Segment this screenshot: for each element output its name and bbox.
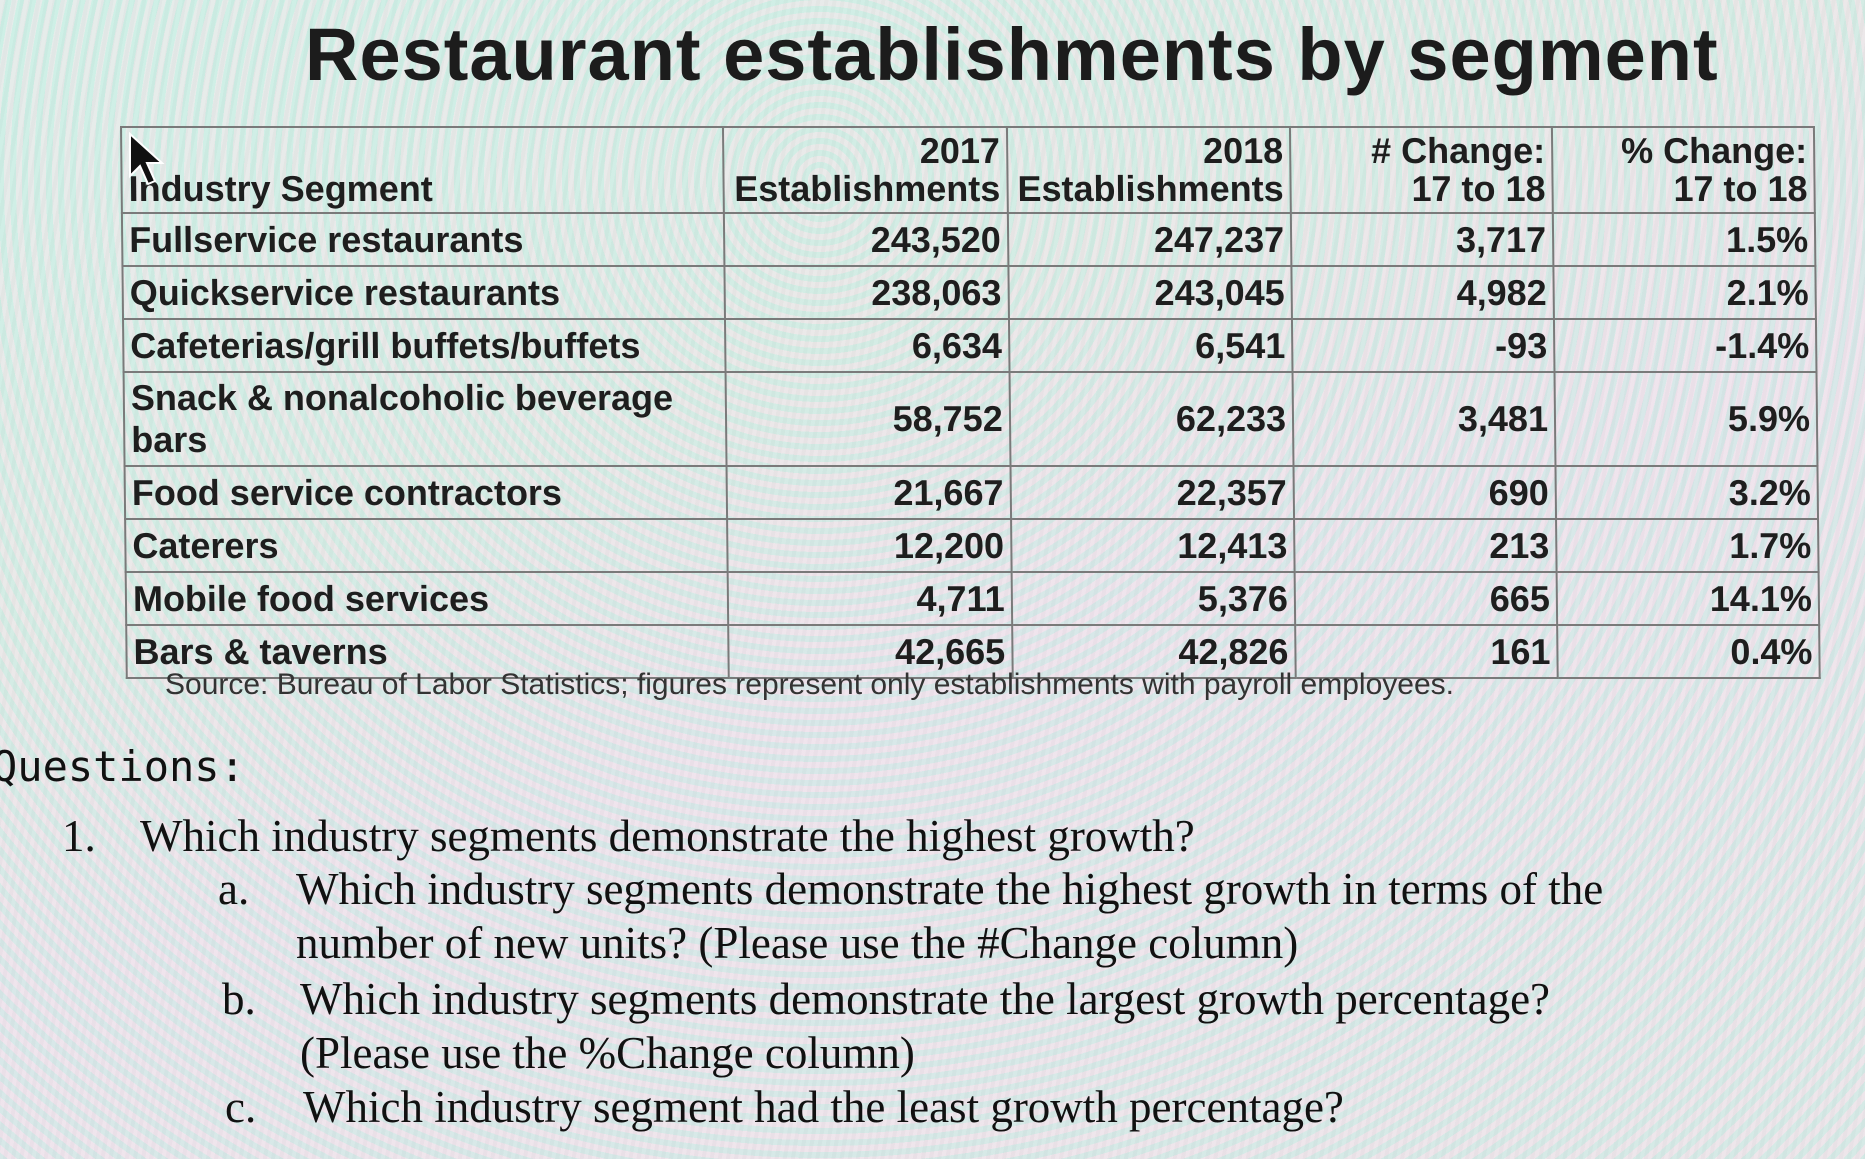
question-1c-letter: c. bbox=[225, 1082, 257, 1132]
header-pct-change-line2: 17 to 18 bbox=[1673, 168, 1808, 210]
cell-2018: 243,045 bbox=[1008, 266, 1292, 320]
question-1-text: Which industry segments demonstrate the … bbox=[140, 811, 1195, 861]
cell-segment: Cafeterias/grill buffets/buffets bbox=[123, 319, 726, 373]
cell-num-change: -93 bbox=[1291, 319, 1555, 373]
cell-num-change: 3,481 bbox=[1292, 372, 1556, 467]
cell-2017: 6,634 bbox=[725, 319, 1010, 373]
cell-num-change: 213 bbox=[1294, 519, 1557, 573]
header-2018-year: 2018 bbox=[1202, 130, 1284, 172]
cell-pct-change: -1.4% bbox=[1553, 319, 1817, 373]
cell-num-change: 690 bbox=[1293, 466, 1557, 520]
table-row: Fullservice restaurants 243,520 247,237 … bbox=[121, 213, 1816, 267]
question-1b: b. Which industry segments demonstrate th… bbox=[222, 972, 1550, 1080]
question-1c-line1: Which industry segment had the least gro… bbox=[303, 1082, 1344, 1132]
cell-pct-change: 5.9% bbox=[1554, 372, 1818, 467]
table-row: Cafeterias/grill buffets/buffets 6,634 6… bbox=[123, 319, 1817, 373]
cell-pct-change: 1.5% bbox=[1552, 213, 1816, 267]
table-row: Quickservice restaurants 238,063 243,045… bbox=[122, 266, 1816, 320]
question-1a: a. Which industry segments demonstrate th… bbox=[218, 862, 1603, 970]
cell-pct-change: 3.2% bbox=[1555, 466, 1819, 520]
cell-segment: Food service contractors bbox=[124, 466, 728, 520]
cell-pct-change: 0.4% bbox=[1557, 625, 1820, 679]
header-num-change-line1: # Change: bbox=[1370, 130, 1546, 172]
cell-segment: Quickservice restaurants bbox=[122, 266, 726, 320]
header-2017-year: 2017 bbox=[919, 130, 1001, 172]
cell-segment: Mobile food services bbox=[125, 572, 729, 626]
cell-2018: 12,413 bbox=[1010, 519, 1295, 573]
mouse-cursor-icon bbox=[129, 132, 165, 186]
question-1: 1. Which industry segments demonstrate th… bbox=[62, 810, 1195, 862]
question-1b-line1: Which industry segments demonstrate the … bbox=[300, 974, 1551, 1024]
cell-2017: 12,200 bbox=[727, 519, 1012, 573]
cell-pct-change: 1.7% bbox=[1556, 519, 1819, 573]
cell-pct-change: 14.1% bbox=[1556, 572, 1820, 626]
questions-heading: Questions: bbox=[0, 742, 245, 791]
cell-2018: 62,233 bbox=[1009, 372, 1294, 467]
header-num-change: # Change: 17 to 18 bbox=[1289, 127, 1553, 214]
establishments-table: Industry Segment 2017 Establishments 201… bbox=[120, 126, 1821, 679]
cell-2018: 247,237 bbox=[1007, 213, 1292, 267]
question-1c: c. Which industry segment had the least g… bbox=[225, 1080, 1344, 1134]
header-2017: 2017 Establishments bbox=[723, 127, 1008, 214]
table-row: Mobile food services 4,711 5,376 665 14.… bbox=[125, 572, 1820, 626]
cell-segment: Snack & nonalcoholic beverage bars bbox=[123, 372, 727, 467]
cell-2017: 58,752 bbox=[725, 372, 1011, 467]
source-note: Source: Bureau of Labor Statistics; figu… bbox=[165, 668, 1454, 701]
cell-2017: 21,667 bbox=[726, 466, 1011, 520]
cell-2018: 22,357 bbox=[1010, 466, 1295, 520]
table-row: Food service contractors 21,667 22,357 6… bbox=[124, 466, 1819, 520]
question-1a-line1: Which industry segments demonstrate the … bbox=[296, 864, 1604, 914]
table-row: Snack & nonalcoholic beverage bars 58,75… bbox=[123, 372, 1818, 467]
header-pct-change-line1: % Change: bbox=[1620, 130, 1808, 172]
cell-pct-change: 2.1% bbox=[1553, 266, 1816, 320]
cell-2017: 243,520 bbox=[724, 213, 1009, 267]
cell-2018: 5,376 bbox=[1011, 572, 1296, 626]
cell-num-change: 3,717 bbox=[1290, 213, 1554, 267]
header-2018-label: Establishments bbox=[1017, 168, 1284, 210]
question-1b-letter: b. bbox=[222, 974, 256, 1024]
establishments-table-wrap: Industry Segment 2017 Establishments 201… bbox=[120, 126, 1821, 679]
question-1b-line2: (Please use the %Change column) bbox=[300, 1028, 915, 1078]
header-segment: Industry Segment bbox=[121, 127, 725, 214]
header-2017-label: Establishments bbox=[733, 168, 1001, 210]
table-row: Caterers 12,200 12,413 213 1.7% bbox=[125, 519, 1819, 573]
question-1-number: 1. bbox=[62, 811, 96, 861]
cell-2017: 4,711 bbox=[728, 572, 1012, 626]
header-num-change-line2: 17 to 18 bbox=[1411, 168, 1546, 210]
question-1a-letter: a. bbox=[218, 864, 250, 914]
question-1a-line2: number of new units? (Please use the #Ch… bbox=[296, 918, 1299, 968]
header-2018: 2018 Establishments bbox=[1006, 127, 1291, 214]
page-title: Restaurant establishments by segment bbox=[305, 13, 1719, 96]
table-header-row: Industry Segment 2017 Establishments 201… bbox=[121, 127, 1815, 214]
cell-segment: Caterers bbox=[125, 519, 729, 573]
cell-2017: 238,063 bbox=[724, 266, 1009, 320]
header-pct-change: % Change: 17 to 18 bbox=[1551, 127, 1815, 214]
cell-num-change: 665 bbox=[1294, 572, 1558, 626]
cell-segment: Fullservice restaurants bbox=[121, 213, 725, 267]
cell-num-change: 4,982 bbox=[1291, 266, 1554, 320]
cell-2018: 6,541 bbox=[1008, 319, 1293, 373]
